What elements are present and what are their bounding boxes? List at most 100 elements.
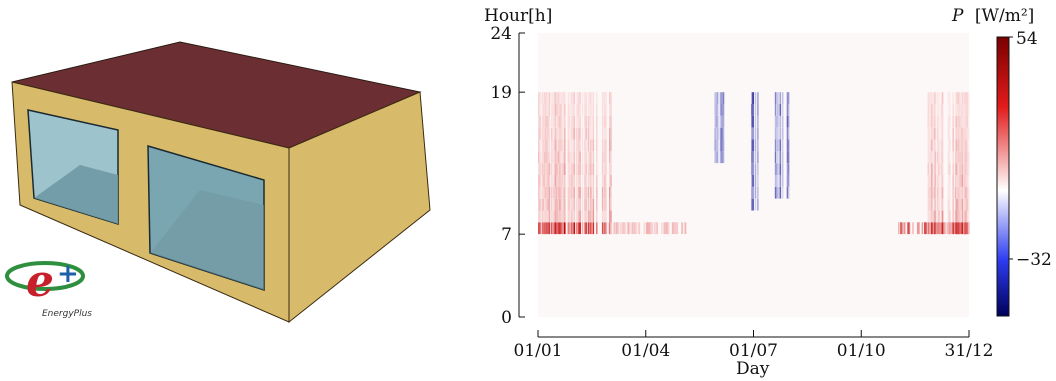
heatmap-cell bbox=[927, 198, 930, 211]
heatmap-cell bbox=[787, 163, 790, 175]
heatmap-cell bbox=[940, 104, 943, 116]
heatmap-cell bbox=[787, 151, 790, 164]
heatmap-cell bbox=[587, 198, 590, 211]
heatmap-cell bbox=[579, 139, 581, 152]
heatmap-cell bbox=[774, 139, 777, 152]
heatmap-cell bbox=[958, 198, 960, 211]
heatmap-cell bbox=[959, 151, 962, 164]
heatmap-cell bbox=[592, 198, 595, 211]
heatmap-cell bbox=[545, 127, 547, 140]
heatmap-cell bbox=[603, 139, 605, 152]
heatmap-cell bbox=[556, 104, 559, 116]
heatmap-cell bbox=[781, 175, 784, 187]
heatmap-cell bbox=[927, 186, 930, 199]
heatmap-cell bbox=[558, 198, 560, 211]
heatmap-cell bbox=[542, 151, 545, 164]
heatmap-cell bbox=[933, 175, 936, 187]
heatmap-cell bbox=[938, 175, 940, 187]
heatmap-cell bbox=[959, 127, 962, 140]
heatmap-cell bbox=[661, 222, 663, 235]
x-tick-label: 01/10 bbox=[837, 341, 886, 361]
heatmap-cell bbox=[571, 151, 573, 164]
heatmap-cell bbox=[929, 175, 932, 187]
heatmap-cell bbox=[947, 151, 950, 164]
heatmap-cell bbox=[543, 92, 546, 104]
heatmap-cell bbox=[722, 127, 725, 140]
heatmap-cell bbox=[937, 151, 939, 164]
heatmap-cell bbox=[718, 104, 720, 116]
heatmap-cell bbox=[648, 222, 650, 235]
heatmap-cell bbox=[954, 210, 957, 223]
heatmap-cell bbox=[964, 210, 966, 223]
heatmap-cell bbox=[575, 210, 578, 223]
heatmap-cell bbox=[610, 127, 612, 140]
heatmap-cell bbox=[568, 175, 571, 187]
heatmap-cell bbox=[572, 175, 574, 187]
heatmap-cell bbox=[568, 198, 571, 211]
heatmap-cell bbox=[929, 127, 932, 140]
heatmap-cell bbox=[610, 210, 612, 223]
heatmap-cell bbox=[777, 127, 779, 140]
heatmap-cell bbox=[779, 175, 782, 187]
heatmap-cell bbox=[963, 104, 965, 116]
heatmap-cell bbox=[948, 198, 951, 211]
heatmap-cell bbox=[952, 92, 954, 104]
heatmap-cell bbox=[579, 222, 581, 235]
heatmap-cell bbox=[601, 198, 604, 211]
heatmap-cell bbox=[538, 92, 540, 104]
heatmap-cell bbox=[604, 127, 606, 140]
heatmap-cell bbox=[952, 222, 954, 235]
heatmap-cell bbox=[774, 151, 777, 164]
heatmap-cell bbox=[956, 151, 958, 164]
heatmap-cell bbox=[933, 210, 936, 223]
heatmap-cell bbox=[562, 163, 565, 175]
heatmap-cell bbox=[564, 175, 566, 187]
heatmap-cell bbox=[946, 222, 949, 235]
heatmap-cell bbox=[538, 222, 540, 235]
heatmap-cell bbox=[553, 163, 555, 175]
heatmap-cell bbox=[596, 198, 598, 211]
heatmap-cell bbox=[610, 139, 612, 152]
heatmap-cell bbox=[934, 163, 937, 175]
heatmap-cell bbox=[960, 163, 963, 175]
heatmap-cell bbox=[937, 198, 939, 211]
heatmap-cell bbox=[601, 210, 604, 223]
heatmap-cell bbox=[720, 151, 722, 164]
heatmap-cell bbox=[556, 222, 559, 235]
heatmap-cell bbox=[954, 175, 957, 187]
heatmap-cell bbox=[567, 151, 570, 164]
heatmap-cell bbox=[779, 186, 782, 199]
heatmap-cell bbox=[541, 104, 544, 116]
heatmap-cell bbox=[570, 175, 572, 187]
heatmap-cell bbox=[564, 139, 566, 152]
heatmap-cell bbox=[947, 92, 950, 104]
heatmap-cell bbox=[651, 222, 654, 235]
heatmap-cell bbox=[553, 151, 555, 164]
heatmap-cell bbox=[577, 186, 579, 199]
heatmap-cell bbox=[952, 151, 954, 164]
heatmap-cell bbox=[546, 115, 548, 128]
heatmap-cell bbox=[787, 139, 790, 152]
heatmap-cell bbox=[539, 104, 541, 116]
heatmap-cell bbox=[548, 115, 551, 128]
heatmap-cell bbox=[588, 186, 591, 199]
heatmap-cell bbox=[542, 92, 545, 104]
heatmap-cell bbox=[546, 104, 548, 116]
heatmap-cell bbox=[603, 115, 605, 128]
heatmap-cell bbox=[940, 175, 943, 187]
heatmap-cell bbox=[559, 92, 561, 104]
heatmap-cell bbox=[555, 186, 558, 199]
heatmap-cell bbox=[776, 104, 778, 116]
y-ticks: 0 7 19 24 bbox=[490, 24, 525, 328]
heatmap-cell bbox=[584, 198, 586, 211]
heatmap-cell bbox=[667, 222, 669, 235]
heatmap-cell bbox=[938, 151, 940, 164]
heatmap-cell bbox=[941, 139, 944, 152]
heatmap-cell bbox=[684, 222, 687, 235]
heatmap-cell bbox=[956, 104, 958, 116]
heatmap-cell bbox=[752, 175, 754, 187]
heatmap-cell bbox=[579, 210, 581, 223]
heatmap-cell bbox=[940, 198, 943, 211]
heatmap-cell bbox=[777, 175, 779, 187]
heatmap-cell bbox=[721, 127, 724, 140]
